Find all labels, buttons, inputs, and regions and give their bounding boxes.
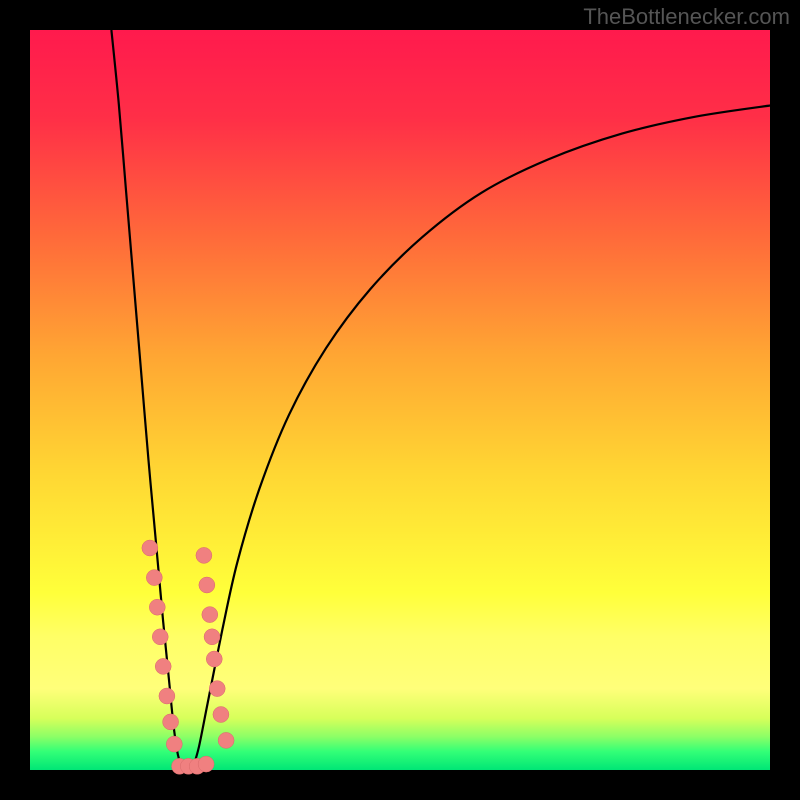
- data-marker: [218, 732, 234, 748]
- data-marker: [152, 629, 168, 645]
- data-marker: [204, 629, 220, 645]
- chart-container: TheBottlenecker.com: [0, 0, 800, 800]
- data-marker: [209, 681, 225, 697]
- data-marker: [199, 577, 215, 593]
- data-marker: [149, 599, 165, 615]
- data-marker: [166, 736, 182, 752]
- data-marker: [206, 651, 222, 667]
- data-marker: [146, 570, 162, 586]
- data-marker: [213, 707, 229, 723]
- data-marker: [159, 688, 175, 704]
- plot-background-gradient: [30, 30, 770, 770]
- data-marker: [155, 658, 171, 674]
- data-marker: [142, 540, 158, 556]
- data-marker: [202, 607, 218, 623]
- watermark-text: TheBottlenecker.com: [583, 4, 790, 30]
- data-marker: [198, 756, 214, 772]
- data-marker: [196, 547, 212, 563]
- bottleneck-chart: [0, 0, 800, 800]
- data-marker: [163, 714, 179, 730]
